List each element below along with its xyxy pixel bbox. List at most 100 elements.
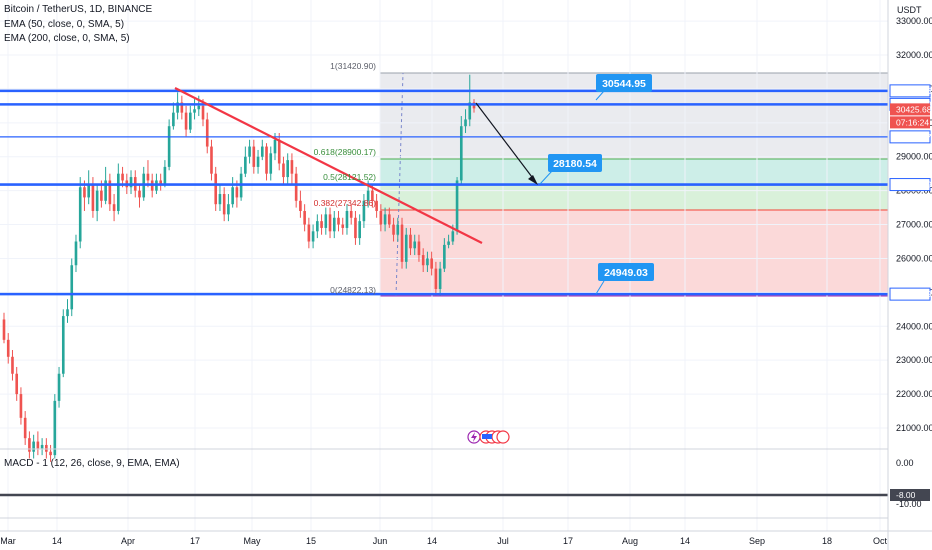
price-tag — [889, 178, 931, 192]
x-tick-label: Apr — [121, 536, 135, 546]
callout-24949[interactable]: 24949.03 — [595, 263, 654, 295]
candle-body — [379, 210, 383, 225]
callout-30544[interactable]: 30544.95 — [595, 74, 652, 101]
candle-body — [2, 319, 6, 340]
ema-50-legend[interactable]: EMA (50, close, 0, SMA, 5) — [4, 19, 125, 30]
y-tick-label: 21000.00 — [896, 423, 932, 433]
candle-body — [117, 173, 120, 211]
candle-body — [53, 400, 57, 456]
candle-body — [11, 356, 14, 374]
x-tick-label: Sep — [749, 536, 765, 546]
macd-legend[interactable]: MACD - 1 (12, 26, close, 9, EMA, EMA) — [4, 458, 180, 469]
candle-body — [316, 221, 319, 232]
candle-body — [83, 187, 86, 198]
candle-body — [299, 200, 302, 211]
candle-body — [256, 156, 260, 167]
candle-body — [426, 258, 429, 266]
candle-body — [180, 102, 184, 113]
x-tick-label: 18 — [822, 536, 832, 546]
fib-label-05: 0.5(28121.52) — [323, 172, 376, 182]
candle-body — [6, 339, 10, 357]
candle-body — [400, 224, 404, 262]
candle-body — [269, 153, 273, 174]
symbol-title[interactable]: Bitcoin / TetherUS, 1D, BINANCE — [4, 4, 153, 15]
candle-body — [421, 255, 425, 266]
candle-body — [447, 241, 450, 245]
candle-body — [371, 190, 374, 201]
candle-body — [91, 183, 95, 211]
callout-28180-text: 28180.54 — [553, 158, 597, 170]
candle-body — [231, 187, 234, 205]
candle-body — [214, 173, 218, 205]
fib-label-0618: 0.618(28900.17) — [314, 147, 377, 157]
horizontal-levels — [0, 89, 888, 296]
price-tag-text: 28179.19 — [896, 180, 932, 190]
candle-body — [332, 217, 336, 232]
y-tick-label: 22000.00 — [896, 389, 932, 399]
y-tick-label: 33000.00 — [896, 16, 932, 26]
price-tag-text: 07:16:24 — [896, 117, 929, 127]
candle-body — [286, 160, 290, 178]
candle-body — [413, 241, 417, 249]
candle-body — [244, 156, 247, 174]
candle-body — [455, 180, 459, 232]
price-tag — [890, 116, 930, 129]
price-axis[interactable]: 33000.0032000.0031000.0030000.0029000.00… — [887, 0, 932, 550]
candle-body — [138, 190, 141, 198]
candle-body — [451, 231, 455, 242]
ema-200-legend[interactable]: EMA (200, close, 0, SMA, 5) — [4, 33, 130, 44]
candle-body — [349, 210, 353, 218]
fib-label-0: 0(24822.13) — [330, 285, 376, 295]
descending-trendline[interactable] — [174, 87, 483, 244]
candle-body — [188, 112, 192, 130]
x-tick-label: Jul — [497, 536, 509, 546]
y-tick-label: 24000.00 — [896, 321, 932, 331]
candle-body — [23, 417, 27, 439]
candle-body — [32, 441, 35, 452]
price-tag-text: 29585.77 — [896, 132, 932, 142]
price-tag-text: 30425.68 — [896, 104, 932, 114]
callout-28180[interactable]: 28180.54 — [539, 154, 602, 185]
candle-body — [303, 210, 306, 225]
candle-body — [172, 112, 175, 127]
candle-body — [248, 146, 251, 157]
projection-arrow[interactable] — [475, 102, 538, 185]
macd-lower-label: -10.00 — [896, 499, 922, 509]
dividend-icon-4 — [496, 430, 510, 444]
candle-body — [459, 126, 463, 181]
candle-body — [434, 268, 438, 289]
x-tick-label: 14 — [52, 536, 62, 546]
candle-body — [176, 102, 179, 113]
candle-body — [57, 373, 61, 401]
x-tick-label: Mar — [0, 536, 16, 546]
candle-body — [184, 112, 188, 130]
candle-body — [277, 139, 281, 164]
fib-label-1: 1(31420.90) — [330, 61, 376, 71]
candle-body — [61, 316, 65, 374]
candle-body — [366, 190, 370, 201]
candle-body — [100, 190, 103, 201]
candle-body — [345, 210, 349, 228]
fib-zone-teal — [380, 159, 888, 184]
candle-body — [430, 258, 433, 269]
candle-body — [95, 190, 99, 211]
time-axis[interactable]: Mar 14 Apr 17 May 15 Jun 14 Jul 17 Aug 14 Sep 18 Oct — [0, 530, 932, 546]
candle-body — [388, 214, 391, 225]
candle-body — [464, 119, 467, 127]
candle-body — [358, 221, 361, 239]
x-tick-label: 14 — [427, 536, 437, 546]
x-tick-label: 17 — [190, 536, 200, 546]
candle-body — [307, 224, 311, 242]
candle-body — [282, 163, 285, 178]
candle-body — [337, 217, 340, 225]
candle-body — [443, 244, 446, 269]
candle-body — [252, 146, 256, 167]
candle-body — [87, 183, 90, 198]
event-icons[interactable] — [467, 430, 510, 444]
candle-body — [260, 146, 264, 157]
candle-body — [121, 173, 124, 181]
candle-body — [129, 177, 133, 188]
candle-body — [45, 444, 48, 452]
candle-body — [112, 204, 116, 211]
